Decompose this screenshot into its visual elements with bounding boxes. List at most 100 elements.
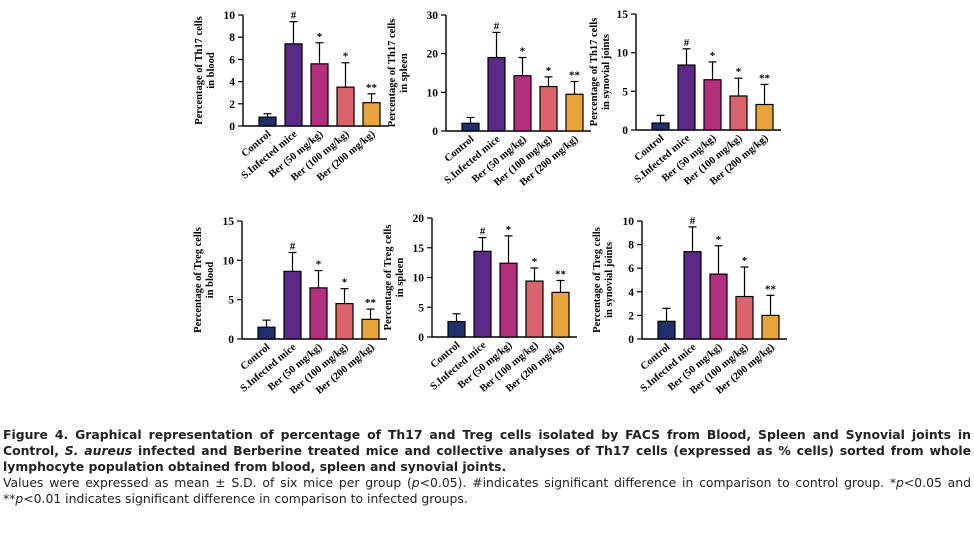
bar xyxy=(461,122,480,132)
y-tick-label: 10 xyxy=(224,10,236,22)
y-axis-label-line: Percentage of Treg cells xyxy=(383,225,394,331)
y-tick-label: 4 xyxy=(229,77,235,89)
bar xyxy=(551,291,570,338)
y-axis-label: Percentage of Treg cellsin blood xyxy=(193,227,216,333)
significance-label: * xyxy=(520,46,526,58)
y-tick-label: 5 xyxy=(228,295,234,307)
y-tick-label: 5 xyxy=(418,302,424,314)
bar xyxy=(362,102,381,127)
y-axis-label: Percentage of Th17 cellsin synovial join… xyxy=(589,18,612,126)
significance-label: * xyxy=(317,31,323,43)
y-tick-label: 10 xyxy=(223,255,235,267)
bar xyxy=(677,64,696,131)
y-tick-label: 0 xyxy=(628,334,634,346)
caption-note-part2: <0.05). #indicates significant differenc… xyxy=(419,475,897,490)
significance-label: ** xyxy=(569,70,581,82)
bar xyxy=(657,320,676,340)
figure-caption: Figure 4. Graphical representation of pe… xyxy=(3,427,971,507)
bar xyxy=(729,95,748,131)
y-axis-label-line: Percentage of Th17 cells xyxy=(387,19,398,127)
bar xyxy=(335,303,354,340)
significance-label: * xyxy=(343,51,349,63)
bar xyxy=(735,295,754,340)
significance-label: ** xyxy=(555,268,567,280)
y-tick-label: 6 xyxy=(628,263,634,275)
y-tick-label: 10 xyxy=(617,48,629,60)
caption-note-part3: <0.05 and ** xyxy=(3,475,971,506)
bar xyxy=(761,314,780,340)
significance-label: # xyxy=(684,37,690,49)
y-tick-label: 0 xyxy=(432,126,438,138)
y-tick-label: 15 xyxy=(413,243,425,255)
significance-label: # xyxy=(480,226,486,238)
y-axis-label: Percentage of Th17 cellsin spleen xyxy=(387,19,410,127)
caption-note-p1: p xyxy=(411,475,420,490)
y-axis-label-line: Percentage of Treg cells xyxy=(193,227,204,333)
bar xyxy=(651,122,670,131)
chart-panel-2: 0 10 20 30 Percentage of Th17 cellsin spleen… xyxy=(387,10,591,189)
significance-label: * xyxy=(342,277,348,289)
y-tick-label: 4 xyxy=(628,287,634,299)
chart-panel-3: 0 5 10 15 Percentage of Th17 cellsin synovia… xyxy=(589,9,781,188)
significance-label: ** xyxy=(759,72,771,84)
bar xyxy=(310,63,329,127)
y-tick-label: 10 xyxy=(427,87,439,99)
caption-note-part1: Values were expressed as mean ± S.D. of … xyxy=(3,475,412,490)
bar xyxy=(487,56,506,132)
y-tick-label: 5 xyxy=(622,86,628,98)
y-axis-label-line: in synovial joints xyxy=(601,34,612,110)
bar xyxy=(283,270,302,340)
y-axis-label-line: in synovial joints xyxy=(604,242,615,318)
significance-label: ** xyxy=(366,82,378,94)
significance-label: * xyxy=(710,50,716,62)
y-tick-label: 0 xyxy=(228,334,234,346)
significance-label: * xyxy=(716,234,722,246)
y-tick-label: 15 xyxy=(617,9,629,21)
y-tick-label: 15 xyxy=(223,216,235,228)
chart-panel-5: 0 5 10 15 20 Percentage of Treg cellsin splee… xyxy=(383,213,577,395)
bar xyxy=(336,86,355,127)
caption-note-p3: p xyxy=(15,491,24,506)
y-axis-label-line: in spleen xyxy=(399,53,410,93)
significance-label: # xyxy=(290,240,296,252)
y-tick-label: 30 xyxy=(427,10,439,22)
y-axis-label-line: in blood xyxy=(205,262,216,299)
bar xyxy=(361,318,380,340)
caption-note-p2: p xyxy=(896,475,904,490)
significance-label: # xyxy=(690,215,696,227)
significance-label: * xyxy=(736,66,742,78)
significance-label: * xyxy=(532,256,538,268)
y-tick-label: 20 xyxy=(413,213,425,225)
significance-label: # xyxy=(291,10,297,22)
significance-label: ** xyxy=(765,283,777,295)
y-axis-label-line: Percentage of Th17 cells xyxy=(589,18,600,126)
y-axis-label: Percentage of Th17 cellsin blood xyxy=(194,16,217,124)
y-axis-label-line: Percentage of Th17 cells xyxy=(194,16,205,124)
y-tick-label: 10 xyxy=(623,216,635,228)
caption-note: Values were expressed as mean ± S.D. of … xyxy=(3,475,971,507)
y-axis-label: Percentage of Treg cellsin spleen xyxy=(383,225,406,331)
caption-title: Figure 4. Graphical representation of pe… xyxy=(3,427,971,475)
y-tick-label: 2 xyxy=(229,99,235,111)
caption-title-italic: S. aureus xyxy=(64,443,133,458)
bar xyxy=(525,280,544,338)
y-axis-label-line: in blood xyxy=(206,52,217,89)
y-axis-label: Percentage of Treg cellsin synovial join… xyxy=(592,227,615,333)
bar xyxy=(499,262,518,338)
bar xyxy=(709,273,728,340)
significance-label: * xyxy=(316,259,322,271)
y-tick-label: 8 xyxy=(628,240,634,252)
y-tick-label: 20 xyxy=(427,49,439,61)
bar xyxy=(755,103,774,131)
bar xyxy=(683,251,702,340)
bar xyxy=(447,320,466,338)
y-tick-label: 0 xyxy=(418,332,424,344)
bar xyxy=(257,326,276,340)
y-axis-label-line: Percentage of Treg cells xyxy=(592,227,603,333)
bar xyxy=(513,75,532,132)
y-tick-label: 2 xyxy=(628,310,634,322)
bar xyxy=(539,85,558,132)
significance-label: ** xyxy=(365,297,377,309)
